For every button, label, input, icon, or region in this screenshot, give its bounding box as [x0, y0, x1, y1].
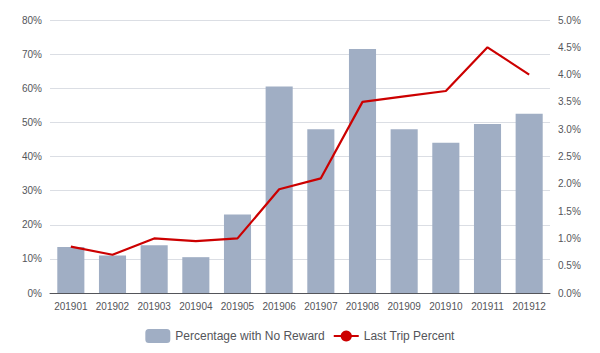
svg-text:10%: 10% — [22, 253, 42, 264]
svg-text:Last Trip Percent: Last Trip Percent — [364, 329, 455, 343]
svg-text:80%: 80% — [22, 15, 42, 26]
svg-text:201908: 201908 — [346, 301, 380, 312]
svg-text:60%: 60% — [22, 83, 42, 94]
svg-text:201909: 201909 — [387, 301, 421, 312]
svg-text:201903: 201903 — [137, 301, 171, 312]
svg-text:201911: 201911 — [471, 301, 504, 312]
svg-text:201901: 201901 — [54, 301, 88, 312]
svg-text:Percentage with No Reward: Percentage with No Reward — [175, 329, 324, 343]
svg-text:201906: 201906 — [262, 301, 296, 312]
svg-text:0.0%: 0.0% — [558, 288, 581, 299]
svg-text:1.5%: 1.5% — [558, 206, 581, 217]
svg-text:4.5%: 4.5% — [558, 42, 581, 53]
svg-text:201902: 201902 — [96, 301, 130, 312]
svg-text:201904: 201904 — [179, 301, 213, 312]
svg-text:201907: 201907 — [304, 301, 338, 312]
svg-text:5.0%: 5.0% — [558, 15, 581, 26]
svg-text:2.5%: 2.5% — [558, 151, 581, 162]
svg-text:0%: 0% — [28, 288, 43, 299]
svg-text:40%: 40% — [22, 151, 42, 162]
svg-text:3.5%: 3.5% — [558, 96, 581, 107]
svg-text:3.0%: 3.0% — [558, 124, 581, 135]
svg-text:30%: 30% — [22, 185, 42, 196]
svg-text:1.0%: 1.0% — [558, 233, 581, 244]
svg-text:70%: 70% — [22, 49, 42, 60]
svg-text:201910: 201910 — [429, 301, 463, 312]
svg-text:2.0%: 2.0% — [558, 178, 581, 189]
svg-text:50%: 50% — [22, 117, 42, 128]
svg-text:0.5%: 0.5% — [558, 260, 581, 271]
svg-text:201905: 201905 — [221, 301, 255, 312]
svg-text:201912: 201912 — [512, 301, 546, 312]
svg-text:20%: 20% — [22, 219, 42, 230]
svg-text:4.0%: 4.0% — [558, 69, 581, 80]
